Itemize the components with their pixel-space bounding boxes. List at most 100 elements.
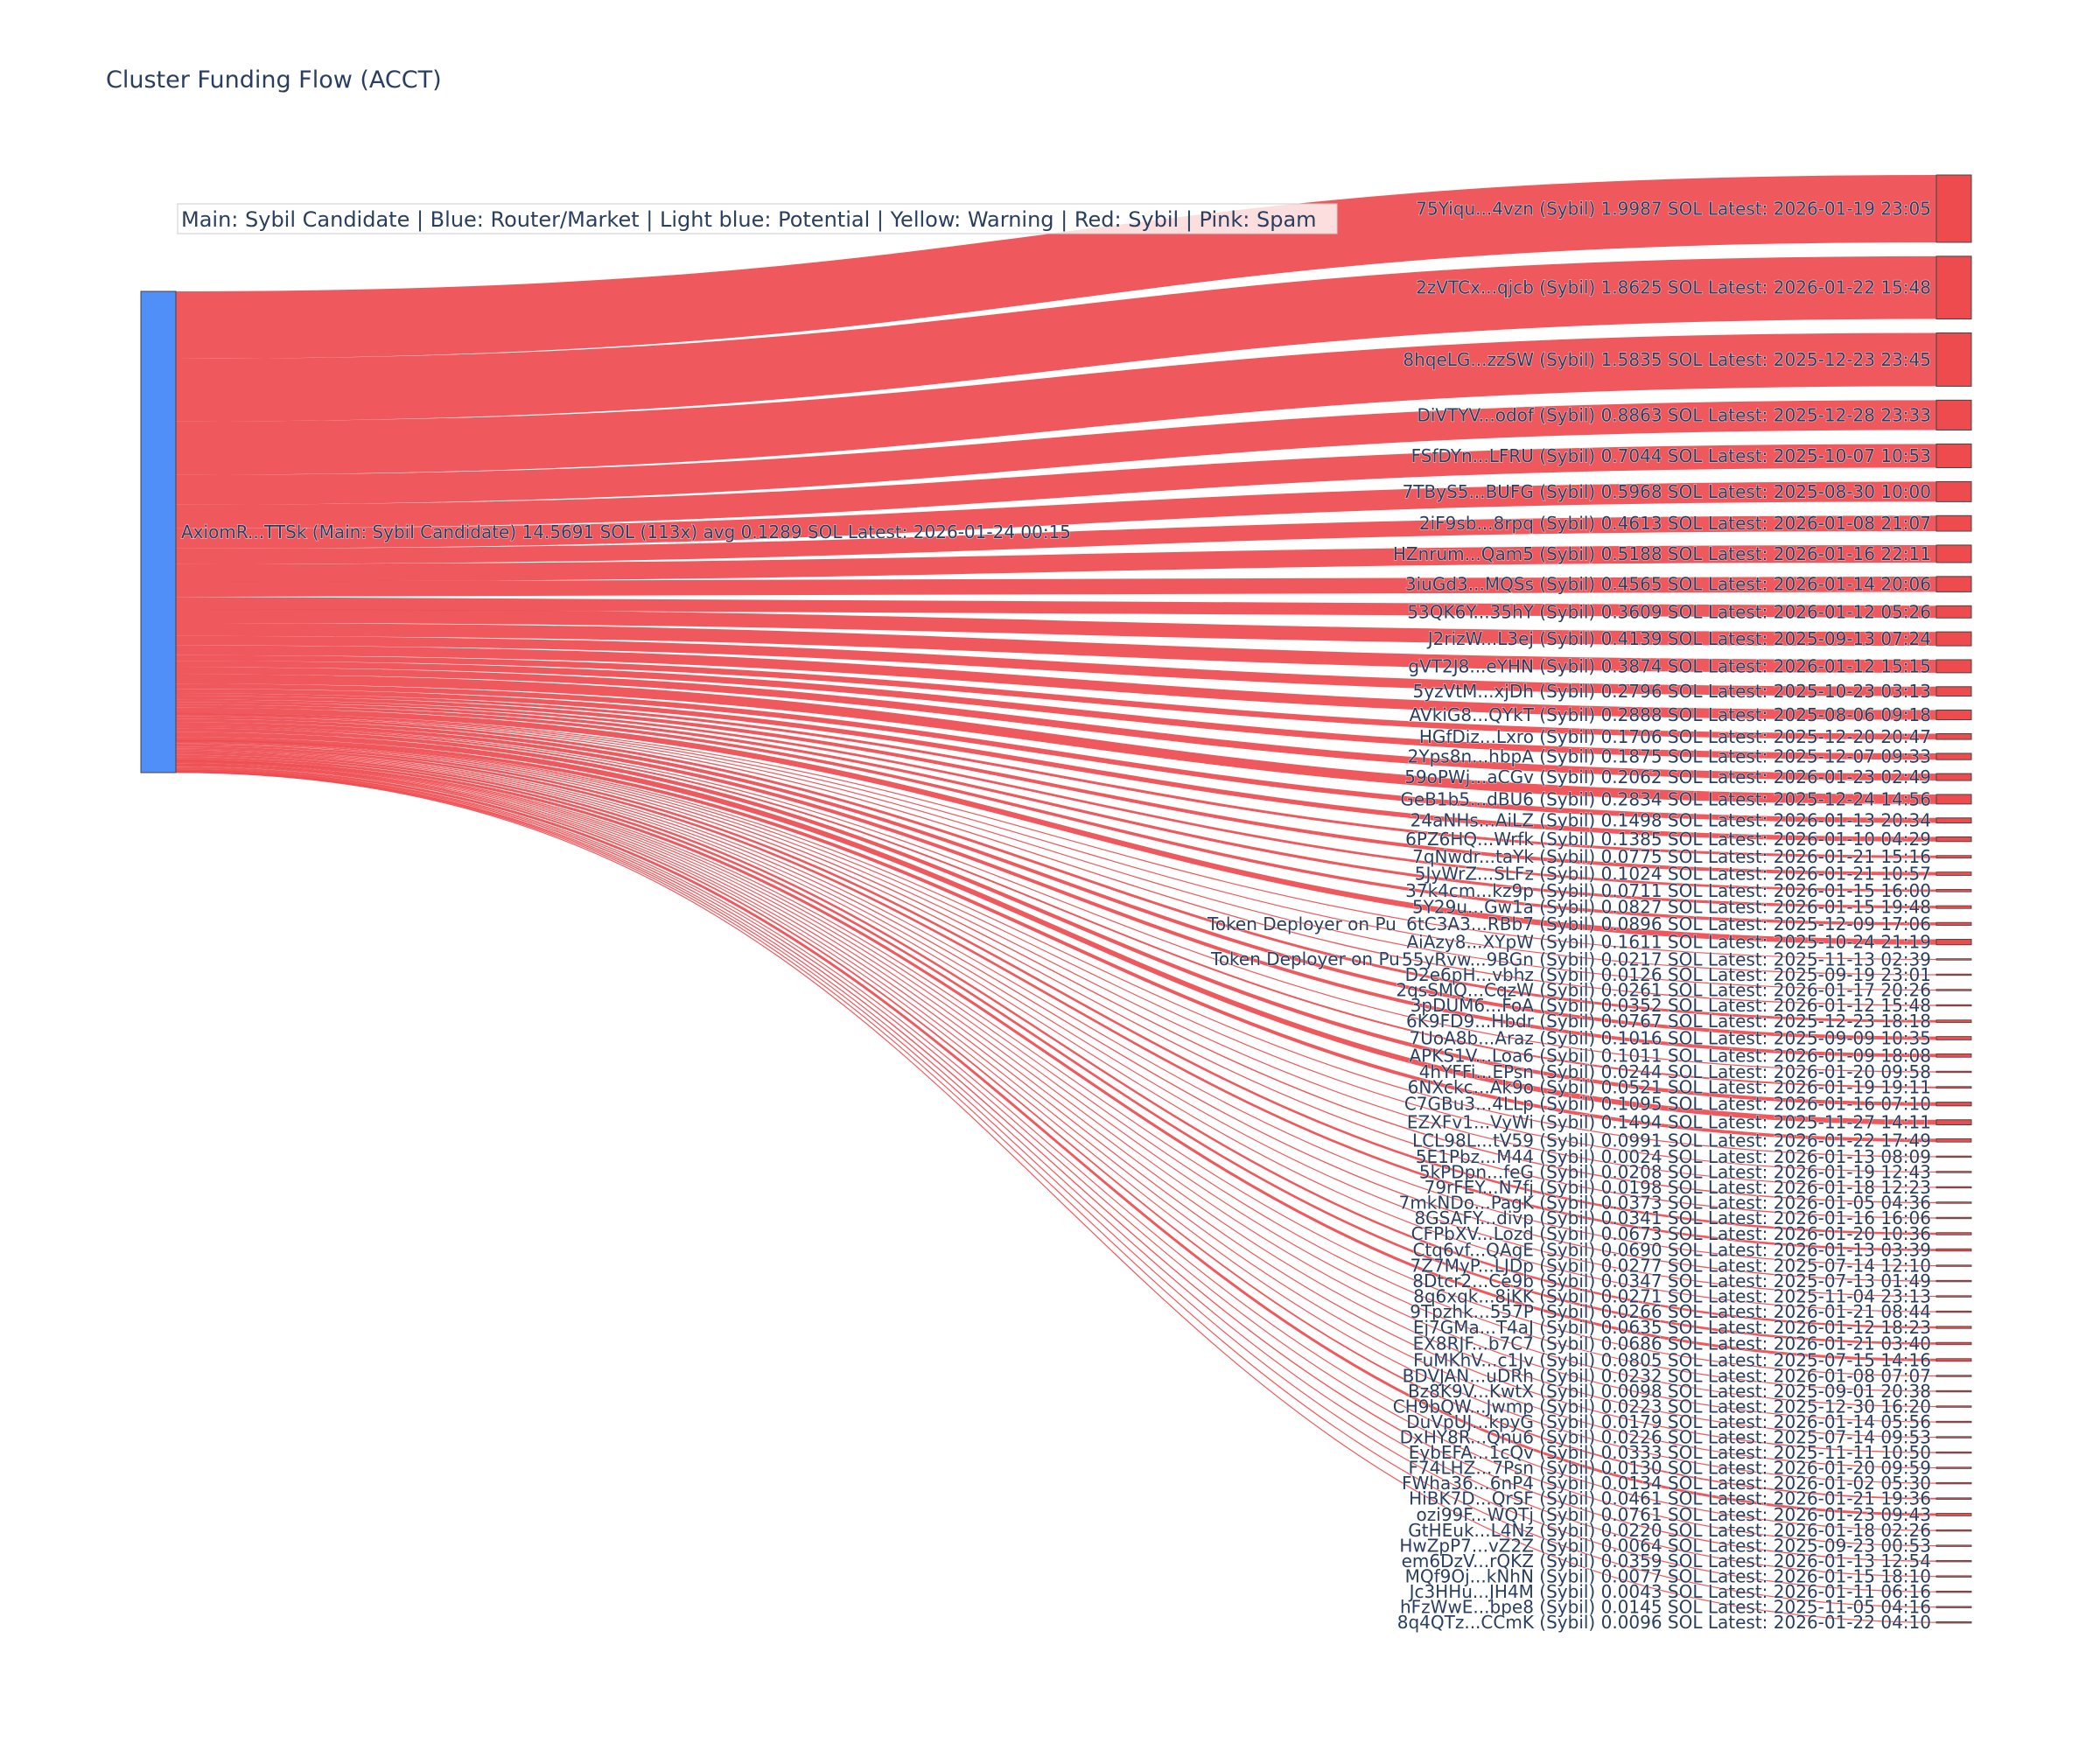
target-node[interactable] bbox=[1936, 1248, 1972, 1252]
flow-link[interactable] bbox=[175, 683, 1937, 823]
flow-link[interactable] bbox=[175, 739, 1937, 1158]
flow-link[interactable] bbox=[175, 696, 1937, 876]
target-node[interactable] bbox=[1936, 1544, 1972, 1547]
flow-link[interactable] bbox=[175, 707, 1937, 945]
flow-link[interactable] bbox=[175, 771, 1937, 1578]
target-node[interactable] bbox=[1936, 1036, 1972, 1040]
target-node[interactable] bbox=[1936, 1497, 1972, 1500]
source-label[interactable]: AxiomR...TTSk (Main: Sybil Candidate) 14… bbox=[180, 521, 1071, 542]
flow-link[interactable] bbox=[175, 515, 1937, 564]
target-node[interactable] bbox=[1936, 544, 1972, 564]
target-node[interactable] bbox=[1936, 480, 1972, 502]
flow-link[interactable] bbox=[175, 769, 1937, 1547]
target-node[interactable] bbox=[1936, 1119, 1972, 1125]
target-node[interactable] bbox=[1936, 1186, 1972, 1189]
flow-link[interactable] bbox=[175, 609, 1937, 647]
flow-link[interactable] bbox=[175, 667, 1937, 781]
target-node[interactable] bbox=[1936, 1358, 1972, 1362]
flow-link[interactable] bbox=[175, 754, 1937, 1345]
target-node[interactable] bbox=[1936, 1606, 1972, 1608]
flow-link[interactable] bbox=[175, 762, 1937, 1438]
target-node[interactable] bbox=[1936, 1326, 1972, 1329]
target-node[interactable] bbox=[1936, 631, 1972, 647]
target-node[interactable] bbox=[1936, 576, 1972, 592]
target-node[interactable] bbox=[1936, 872, 1972, 876]
flow-link[interactable] bbox=[175, 741, 1937, 1204]
flow-link[interactable] bbox=[175, 713, 1937, 976]
target-node[interactable] bbox=[1936, 921, 1972, 927]
target-node[interactable] bbox=[1936, 836, 1972, 843]
flow-link[interactable] bbox=[175, 748, 1937, 1267]
flow-link[interactable] bbox=[175, 256, 1937, 422]
target-node[interactable] bbox=[1936, 1310, 1972, 1313]
target-node[interactable] bbox=[1936, 1341, 1972, 1346]
target-node[interactable] bbox=[1936, 256, 1972, 320]
target-node[interactable] bbox=[1936, 686, 1972, 697]
target-node[interactable] bbox=[1936, 1053, 1972, 1058]
flow-link[interactable] bbox=[175, 740, 1937, 1188]
flow-link[interactable] bbox=[175, 771, 1937, 1592]
target-node[interactable] bbox=[1936, 1232, 1972, 1236]
flow-link[interactable] bbox=[175, 699, 1937, 892]
target-node[interactable] bbox=[1936, 174, 1972, 243]
target-node[interactable] bbox=[1936, 752, 1972, 760]
target-node[interactable] bbox=[1936, 905, 1972, 909]
target-node[interactable] bbox=[1936, 1513, 1972, 1516]
flow-link[interactable] bbox=[175, 728, 1937, 1106]
flow-link[interactable] bbox=[175, 764, 1937, 1469]
flow-link[interactable] bbox=[175, 332, 1937, 475]
flow-link[interactable] bbox=[175, 763, 1937, 1453]
target-node[interactable] bbox=[1936, 1481, 1972, 1485]
target-node[interactable] bbox=[1936, 1264, 1972, 1267]
target-node[interactable] bbox=[1936, 659, 1972, 674]
flow-link[interactable] bbox=[175, 597, 1937, 619]
target-node[interactable] bbox=[1936, 1375, 1972, 1377]
flow-link[interactable] bbox=[175, 544, 1937, 582]
source-node[interactable] bbox=[140, 290, 177, 774]
flow-link[interactable] bbox=[175, 645, 1937, 720]
flow-link[interactable] bbox=[175, 770, 1937, 1562]
target-node[interactable] bbox=[1936, 1390, 1972, 1393]
flow-link[interactable] bbox=[175, 760, 1937, 1408]
flow-link[interactable] bbox=[175, 576, 1937, 598]
flow-link[interactable] bbox=[175, 715, 1937, 1006]
flow-link[interactable] bbox=[175, 761, 1937, 1423]
flow-link[interactable] bbox=[175, 654, 1937, 740]
flow-link[interactable] bbox=[175, 768, 1937, 1531]
target-node[interactable] bbox=[1936, 1070, 1972, 1074]
flow-link[interactable] bbox=[175, 765, 1937, 1500]
flow-link[interactable] bbox=[175, 732, 1937, 1125]
flow-link[interactable] bbox=[175, 764, 1937, 1484]
target-node[interactable] bbox=[1936, 855, 1972, 859]
flow-link[interactable] bbox=[175, 481, 1937, 549]
target-node[interactable] bbox=[1936, 514, 1972, 532]
flow-link[interactable] bbox=[175, 743, 1937, 1219]
target-node[interactable] bbox=[1936, 1559, 1972, 1563]
target-node[interactable] bbox=[1936, 773, 1972, 781]
target-node[interactable] bbox=[1936, 709, 1972, 721]
target-node[interactable] bbox=[1936, 973, 1972, 976]
flow-link[interactable] bbox=[175, 725, 1937, 1073]
flow-link[interactable] bbox=[175, 174, 1937, 359]
flow-link[interactable] bbox=[175, 704, 1937, 926]
flow-link[interactable] bbox=[175, 772, 1937, 1623]
flow-link[interactable] bbox=[175, 400, 1937, 505]
flow-link[interactable] bbox=[175, 737, 1937, 1143]
target-node[interactable] bbox=[1936, 1004, 1972, 1007]
flow-link[interactable] bbox=[175, 661, 1937, 760]
flow-link[interactable] bbox=[175, 702, 1937, 909]
target-node[interactable] bbox=[1936, 605, 1972, 619]
target-node[interactable] bbox=[1936, 939, 1972, 946]
flow-link[interactable] bbox=[175, 722, 1937, 1058]
flow-link[interactable] bbox=[175, 716, 1937, 1023]
target-node[interactable] bbox=[1936, 332, 1972, 387]
flow-link[interactable] bbox=[175, 760, 1937, 1377]
target-node[interactable] bbox=[1936, 817, 1972, 824]
target-node[interactable] bbox=[1936, 1102, 1972, 1107]
target-node[interactable] bbox=[1936, 1155, 1972, 1158]
target-node[interactable] bbox=[1936, 399, 1972, 430]
target-node[interactable] bbox=[1936, 443, 1972, 468]
target-node[interactable] bbox=[1936, 1590, 1972, 1593]
flow-link[interactable] bbox=[175, 746, 1937, 1251]
target-node[interactable] bbox=[1936, 1405, 1972, 1408]
